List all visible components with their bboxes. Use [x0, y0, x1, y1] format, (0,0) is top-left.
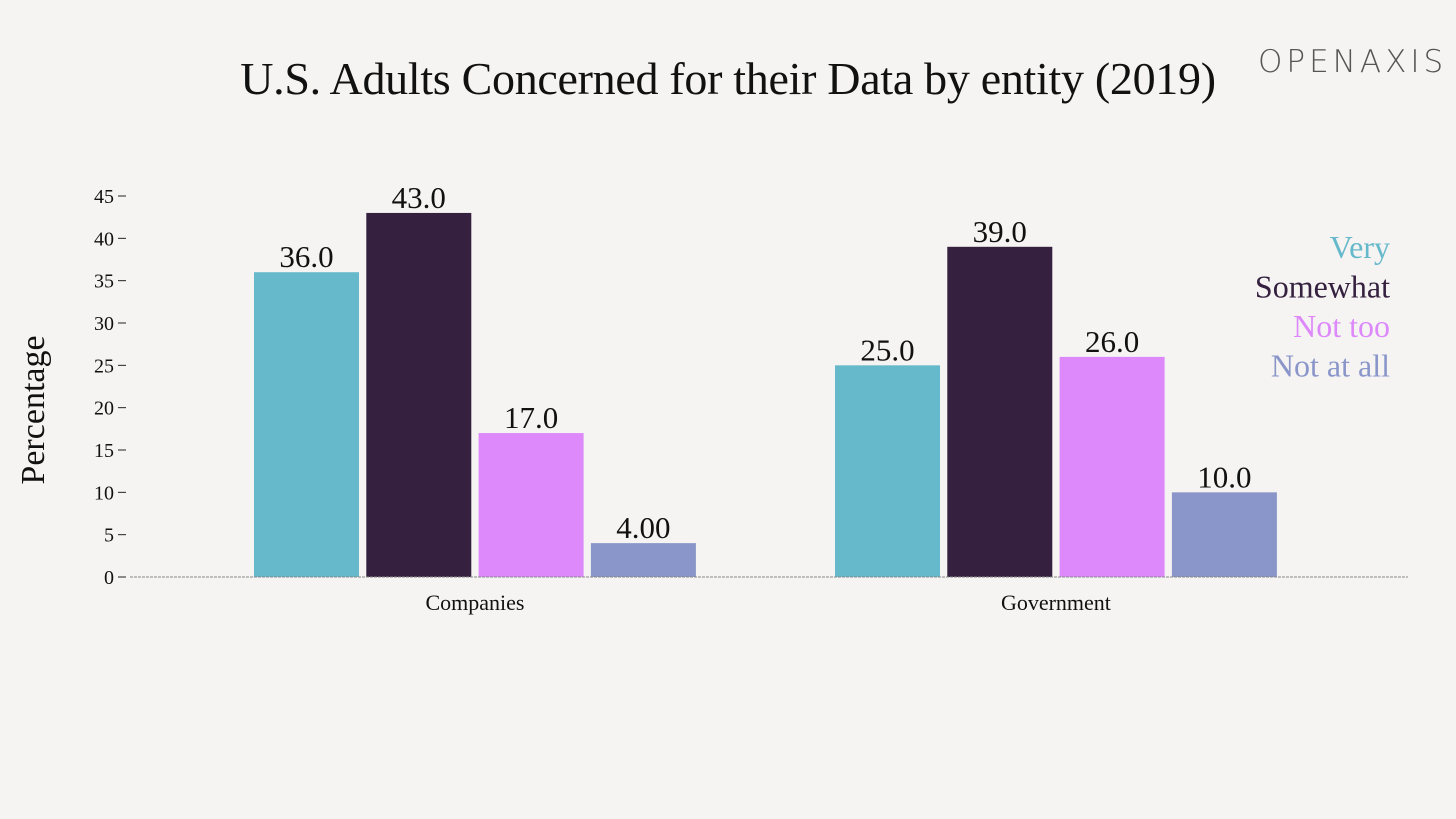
x-tick-label: Companies [425, 590, 524, 615]
value-labels: 36.0 43.0 17.0 4.00 25.0 39.0 26.0 10.0 [279, 180, 1251, 545]
chart-title: U.S. Adults Concerned for their Data by … [240, 53, 1216, 104]
y-tick-label: 10 [94, 482, 114, 504]
legend-item: Very [1330, 229, 1390, 265]
y-tick-label: 35 [94, 271, 114, 293]
y-tick-label: 15 [94, 440, 114, 462]
y-tick-label: 45 [94, 186, 114, 208]
y-tick-label: 20 [94, 398, 114, 420]
data-label: 43.0 [392, 180, 446, 215]
y-tick-label: 0 [104, 567, 114, 589]
legend-item: Not at all [1271, 348, 1390, 384]
data-label: 17.0 [504, 400, 558, 435]
y-tick-label: 5 [104, 525, 114, 547]
bar-somewhat-government [947, 246, 1053, 578]
data-label: 36.0 [279, 239, 333, 274]
brand-logo: OPENAXIS [1258, 44, 1448, 80]
y-tick-label: 40 [94, 228, 114, 250]
bar-very-companies [254, 272, 359, 577]
bars [254, 212, 1277, 578]
legend-item: Somewhat [1255, 269, 1390, 305]
y-tick-label: 30 [94, 313, 114, 335]
x-tick-label: Government [1001, 590, 1111, 615]
data-label: 4.00 [616, 510, 670, 545]
y-axis-label: Percentage [15, 335, 52, 484]
bar-not-too-companies [478, 433, 584, 577]
y-axis: 0 5 10 15 20 25 30 35 40 45 [94, 186, 126, 589]
data-label: 25.0 [860, 332, 914, 367]
data-label: 10.0 [1197, 459, 1251, 494]
legend-item: Not too [1293, 308, 1390, 344]
bar-not-at-all-companies [590, 543, 696, 577]
bar-not-too-government [1059, 356, 1165, 577]
bar-very-government [835, 365, 940, 577]
data-label: 26.0 [1085, 324, 1139, 359]
bar-not-at-all-government [1171, 492, 1277, 577]
bar-somewhat-companies [366, 212, 472, 577]
x-axis: Companies Government [425, 590, 1110, 615]
y-tick-label: 25 [94, 355, 114, 377]
data-label: 39.0 [973, 214, 1027, 249]
